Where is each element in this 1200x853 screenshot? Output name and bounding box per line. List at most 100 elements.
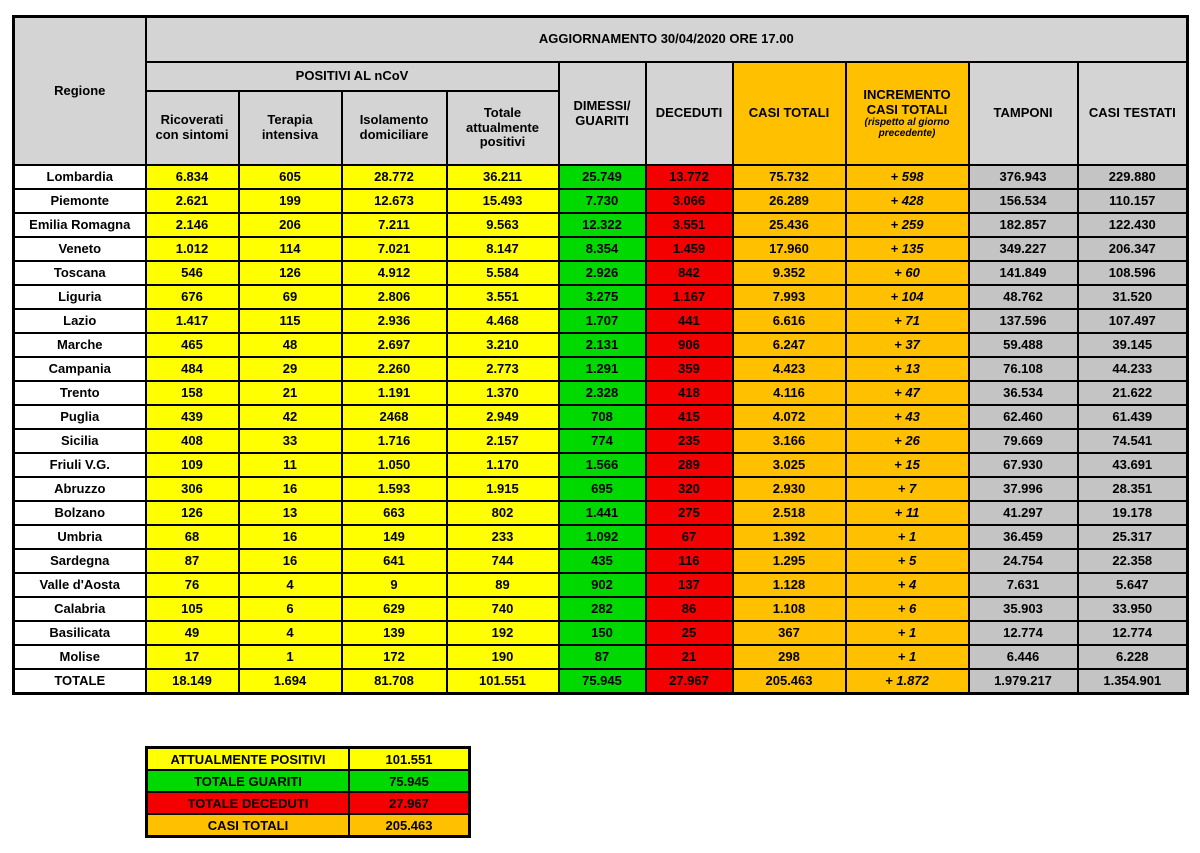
- data-cell: + 6: [844, 596, 970, 622]
- data-cell: 137.596: [967, 308, 1079, 334]
- data-cell: 67.930: [967, 452, 1079, 478]
- table-row: Sicilia 408 33 1.716 2.157 774 235 3.166 + 26 79.…: [12, 428, 1189, 454]
- data-cell: 235: [644, 428, 734, 454]
- data-cell: 11: [237, 452, 343, 478]
- group-header-positivi: POSITIVI AL nCoV: [144, 61, 560, 92]
- data-cell: 6.228: [1076, 644, 1189, 670]
- table-row: Umbria 68 16 149 233 1.092 67 1.392 + 1 36.459 25.…: [12, 524, 1189, 550]
- data-cell: 25: [644, 620, 734, 646]
- data-cell: 9.352: [731, 260, 847, 286]
- data-cell: 21.622: [1076, 380, 1189, 406]
- data-cell: 33: [237, 428, 343, 454]
- data-cell: 25.436: [731, 212, 847, 238]
- data-cell: 2.328: [557, 380, 647, 406]
- data-cell: 5.647: [1076, 572, 1189, 598]
- data-cell: 298: [731, 644, 847, 670]
- data-cell: 12.322: [557, 212, 647, 238]
- summary-label-cell: TOTALE DECEDUTI: [145, 791, 350, 815]
- region-name-cell: Sicilia: [12, 428, 147, 454]
- data-cell: 1.417: [144, 308, 240, 334]
- data-cell: 1.291: [557, 356, 647, 382]
- data-cell: + 1: [844, 524, 970, 550]
- data-cell: 137: [644, 572, 734, 598]
- data-cell: 182.857: [967, 212, 1079, 238]
- table-row: Emilia Romagna 2.146 206 7.211 9.563 12.322 3.…: [12, 212, 1189, 238]
- data-cell: 7.021: [340, 236, 448, 262]
- data-cell: 435: [557, 548, 647, 574]
- data-cell: 306: [144, 476, 240, 502]
- data-cell: 59.488: [967, 332, 1079, 358]
- data-cell: 109: [144, 452, 240, 478]
- data-cell: 190: [445, 644, 560, 670]
- data-cell: 122.430: [1076, 212, 1189, 238]
- data-cell: 233: [445, 524, 560, 550]
- data-cell: 9.563: [445, 212, 560, 238]
- data-cell: 126: [237, 260, 343, 286]
- data-cell: 110.157: [1076, 188, 1189, 214]
- region-name-cell: TOTALE: [12, 668, 147, 695]
- data-cell: 206.347: [1076, 236, 1189, 262]
- sub-header-row: Ricoverati con sintomi Terapia intensiva…: [14, 90, 1188, 166]
- data-cell: 114: [237, 236, 343, 262]
- data-cell: 1.012: [144, 236, 240, 262]
- data-cell: 101.551: [445, 668, 560, 695]
- region-name-cell: Sardegna: [12, 548, 147, 574]
- data-cell: 2.260: [340, 356, 448, 382]
- data-cell: 141.849: [967, 260, 1079, 286]
- table-row: Campania 484 29 2.260 2.773 1.291 359 4.423 + 13…: [12, 356, 1189, 382]
- col-header-dimessi-guariti: DIMESSI/ GUARITI: [557, 61, 647, 166]
- data-cell: 3.210: [445, 332, 560, 358]
- table-row: Trento 158 21 1.191 1.370 2.328 418 4.116 + 47 36…: [12, 380, 1189, 406]
- region-name-cell: Lombardia: [12, 164, 147, 190]
- data-cell: 76.108: [967, 356, 1079, 382]
- data-cell: 25.317: [1076, 524, 1189, 550]
- summary-body: ATTUALMENTE POSITIVI 101.551 TOTALE GUARIT…: [145, 746, 471, 838]
- total-row: TOTALE 18.149 1.694 81.708 101.551 75.945 27.9…: [12, 668, 1189, 695]
- region-name-cell: Marche: [12, 332, 147, 358]
- incremento-label: INCREMENTO CASI TOTALI: [863, 86, 951, 117]
- summary-label-cell: ATTUALMENTE POSITIVI: [145, 746, 350, 771]
- data-cell: 4.116: [731, 380, 847, 406]
- data-cell: 1.716: [340, 428, 448, 454]
- region-name-cell: Campania: [12, 356, 147, 382]
- col-header-casi-testati: CASI TESTATI: [1076, 61, 1189, 166]
- table-row: Lazio 1.417 115 2.936 4.468 1.707 441 6.616 + 71…: [12, 308, 1189, 334]
- data-cell: 282: [557, 596, 647, 622]
- data-cell: + 598: [844, 164, 970, 190]
- data-cell: 605: [237, 164, 343, 190]
- data-cell: 4: [237, 620, 343, 646]
- data-cell: 1.707: [557, 308, 647, 334]
- data-cell: 7.730: [557, 188, 647, 214]
- data-cell: 441: [644, 308, 734, 334]
- data-cell: 2.949: [445, 404, 560, 430]
- data-cell: 9: [340, 572, 448, 598]
- col-header-terapia-intensiva: Terapia intensiva: [237, 90, 343, 166]
- data-cell: 3.025: [731, 452, 847, 478]
- data-cell: + 26: [844, 428, 970, 454]
- region-name-cell: Molise: [12, 644, 147, 670]
- data-cell: 36.459: [967, 524, 1079, 550]
- data-cell: 3.551: [644, 212, 734, 238]
- data-cell: 108.596: [1076, 260, 1189, 286]
- table-row: Piemonte 2.621 199 12.673 15.493 7.730 3.066 26…: [12, 188, 1189, 214]
- data-cell: 26.289: [731, 188, 847, 214]
- data-cell: 415: [644, 404, 734, 430]
- data-cell: 2.131: [557, 332, 647, 358]
- data-cell: 1.092: [557, 524, 647, 550]
- region-name-cell: Trento: [12, 380, 147, 406]
- data-cell: 4.072: [731, 404, 847, 430]
- region-name-cell: Lazio: [12, 308, 147, 334]
- data-cell: 1.593: [340, 476, 448, 502]
- data-cell: 67: [644, 524, 734, 550]
- group-header-row: POSITIVI AL nCoV DIMESSI/ GUARITI DECEDU…: [14, 61, 1189, 166]
- data-cell: 12.774: [967, 620, 1079, 646]
- data-cell: 744: [445, 548, 560, 574]
- data-cell: 439: [144, 404, 240, 430]
- data-cell: 7.211: [340, 212, 448, 238]
- data-cell: 19.178: [1076, 500, 1189, 526]
- region-name-cell: Bolzano: [12, 500, 147, 526]
- summary-label-cell: CASI TOTALI: [145, 813, 350, 838]
- data-cell: 36.211: [445, 164, 560, 190]
- data-cell: 8.354: [557, 236, 647, 262]
